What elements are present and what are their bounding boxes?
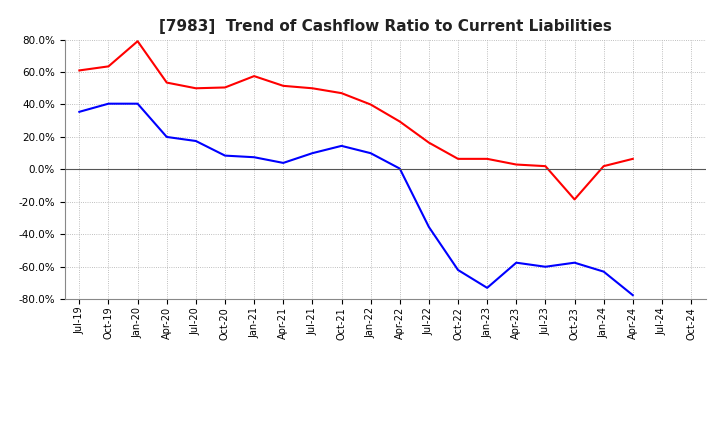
Title: [7983]  Trend of Cashflow Ratio to Current Liabilities: [7983] Trend of Cashflow Ratio to Curren… [159,19,611,34]
Operating CF to Current Liabilities [75,68,84,73]
Free CF to Current Liabilities [541,264,550,269]
Free CF to Current Liabilities [395,166,404,171]
Free CF to Current Liabilities [454,268,462,273]
Operating CF to Current Liabilities [133,39,142,44]
Free CF to Current Liabilities [279,160,287,165]
Free CF to Current Liabilities [425,224,433,230]
Free CF to Current Liabilities [337,143,346,149]
Line: Free CF to Current Liabilities: Free CF to Current Liabilities [79,104,633,295]
Free CF to Current Liabilities [163,134,171,139]
Free CF to Current Liabilities [250,154,258,160]
Operating CF to Current Liabilities [220,85,229,90]
Free CF to Current Liabilities [512,260,521,265]
Operating CF to Current Liabilities [454,156,462,161]
Free CF to Current Liabilities [308,150,317,156]
Free CF to Current Liabilities [220,153,229,158]
Free CF to Current Liabilities [570,260,579,265]
Free CF to Current Liabilities [366,150,375,156]
Operating CF to Current Liabilities [512,162,521,167]
Operating CF to Current Liabilities [629,156,637,161]
Operating CF to Current Liabilities [279,83,287,88]
Operating CF to Current Liabilities [395,119,404,124]
Operating CF to Current Liabilities [599,164,608,169]
Operating CF to Current Liabilities [483,156,492,161]
Operating CF to Current Liabilities [570,197,579,202]
Operating CF to Current Liabilities [192,86,200,91]
Line: Operating CF to Current Liabilities: Operating CF to Current Liabilities [79,41,633,199]
Free CF to Current Liabilities [599,269,608,274]
Free CF to Current Liabilities [483,285,492,290]
Operating CF to Current Liabilities [541,164,550,169]
Free CF to Current Liabilities [104,101,113,106]
Operating CF to Current Liabilities [163,80,171,85]
Operating CF to Current Liabilities [337,91,346,96]
Free CF to Current Liabilities [629,293,637,298]
Operating CF to Current Liabilities [308,86,317,91]
Operating CF to Current Liabilities [425,140,433,145]
Free CF to Current Liabilities [192,138,200,143]
Operating CF to Current Liabilities [366,102,375,107]
Operating CF to Current Liabilities [104,64,113,69]
Free CF to Current Liabilities [133,101,142,106]
Free CF to Current Liabilities [75,109,84,114]
Operating CF to Current Liabilities [250,73,258,79]
